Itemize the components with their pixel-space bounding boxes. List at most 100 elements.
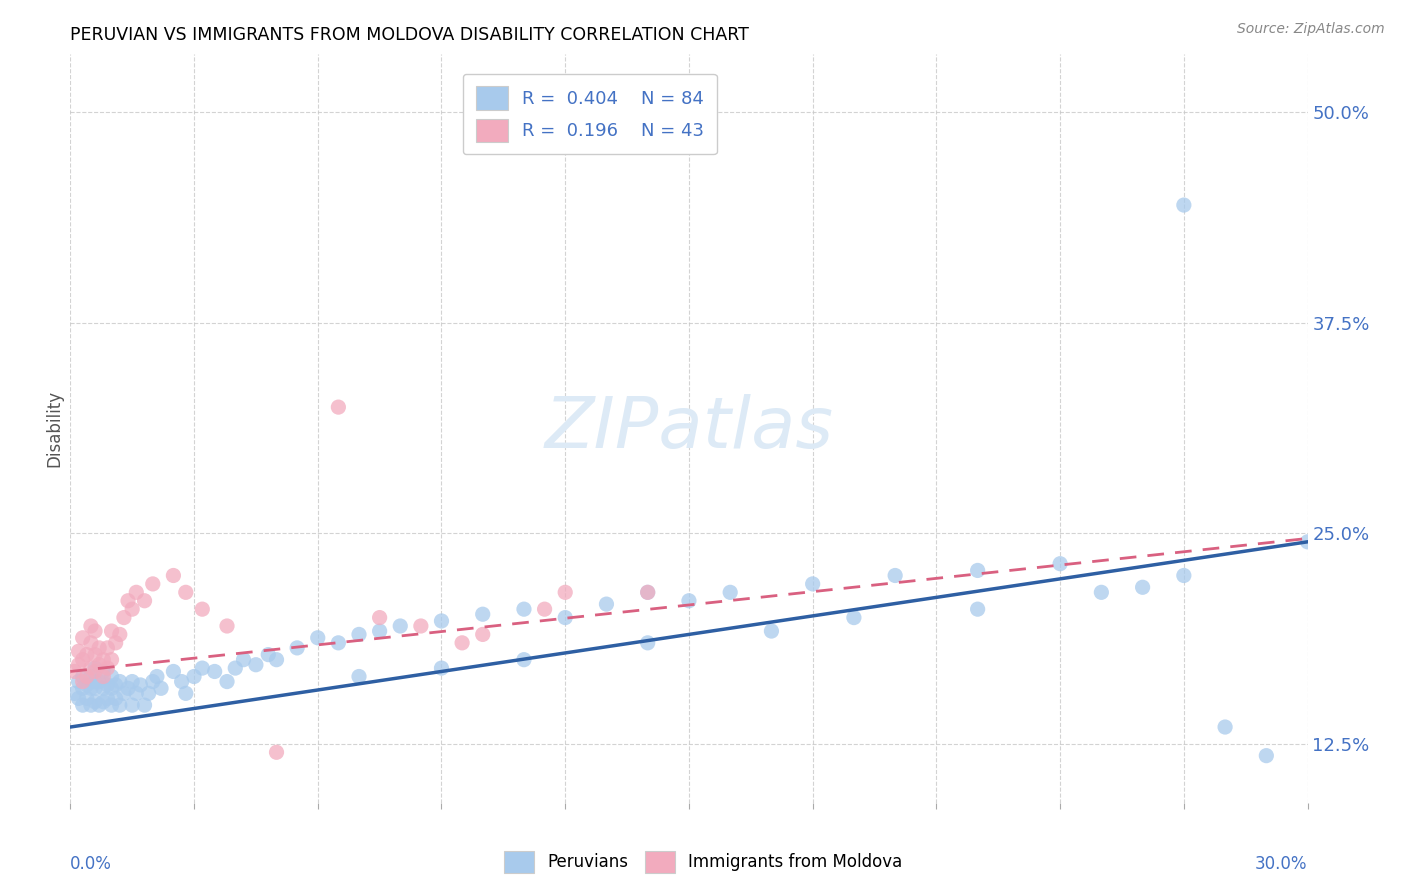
Point [96, 661, 118, 675]
Point [1049, 557, 1071, 571]
Point [108, 627, 131, 641]
Point [368, 610, 391, 624]
Point [1090, 585, 1112, 599]
Point [80, 661, 103, 675]
Point [266, 653, 288, 667]
Point [842, 610, 865, 624]
Point [96, 640, 118, 655]
Point [121, 698, 143, 713]
Point [266, 745, 288, 759]
Point [718, 585, 741, 599]
Point [232, 653, 254, 667]
Point [554, 585, 576, 599]
Point [554, 610, 576, 624]
Point [307, 631, 329, 645]
Point [117, 681, 139, 696]
Point [104, 678, 127, 692]
Point [146, 669, 169, 683]
Point [761, 624, 783, 638]
Point [96, 691, 118, 706]
Point [533, 602, 555, 616]
Point [174, 686, 197, 700]
Point [84, 695, 107, 709]
Text: ZIPatlas: ZIPatlas [544, 393, 834, 463]
Point [100, 624, 122, 638]
Point [215, 619, 238, 633]
Point [76, 691, 98, 706]
Point [67, 691, 90, 706]
Point [966, 564, 988, 578]
Point [637, 585, 659, 599]
Point [91, 665, 114, 679]
Legend: Peruvians, Immigrants from Moldova: Peruvians, Immigrants from Moldova [498, 845, 908, 880]
Point [1132, 580, 1154, 594]
Point [409, 619, 432, 633]
Point [108, 698, 131, 713]
Point [100, 681, 122, 696]
Point [451, 636, 474, 650]
Point [80, 698, 103, 713]
Point [84, 681, 107, 696]
Point [125, 686, 148, 700]
Point [104, 636, 127, 650]
Point [801, 577, 824, 591]
Point [91, 695, 114, 709]
Point [162, 665, 184, 679]
Text: Source: ZipAtlas.com: Source: ZipAtlas.com [1237, 22, 1385, 37]
Point [142, 577, 165, 591]
Point [134, 698, 156, 713]
Point [191, 661, 214, 675]
Point [72, 631, 94, 645]
Point [347, 669, 370, 683]
Point [76, 678, 98, 692]
Point [257, 648, 280, 662]
Point [121, 674, 143, 689]
Point [89, 657, 111, 672]
Point [63, 665, 86, 679]
Point [84, 674, 107, 689]
Point [328, 400, 350, 414]
Point [430, 661, 453, 675]
Point [117, 593, 139, 607]
Text: 0.0%: 0.0% [70, 855, 112, 873]
Point [76, 648, 98, 662]
Point [100, 653, 122, 667]
Legend: R =  0.404    N = 84, R =  0.196    N = 43: R = 0.404 N = 84, R = 0.196 N = 43 [463, 74, 717, 154]
Point [595, 597, 617, 611]
Point [134, 593, 156, 607]
Point [170, 674, 193, 689]
Point [84, 648, 107, 662]
Point [80, 619, 103, 633]
Point [884, 568, 907, 582]
Point [150, 681, 173, 696]
Point [129, 678, 152, 692]
Point [224, 661, 246, 675]
Point [1173, 568, 1195, 582]
Point [513, 653, 536, 667]
Point [89, 698, 111, 713]
Point [215, 674, 238, 689]
Point [142, 674, 165, 689]
Point [245, 657, 267, 672]
Point [138, 686, 160, 700]
Point [285, 640, 308, 655]
Point [162, 568, 184, 582]
Point [72, 674, 94, 689]
Point [966, 602, 988, 616]
Point [91, 669, 114, 683]
Point [1256, 748, 1278, 763]
Y-axis label: Disability: Disability [45, 390, 63, 467]
Point [471, 627, 494, 641]
Point [91, 653, 114, 667]
Point [112, 686, 135, 700]
Point [191, 602, 214, 616]
Point [100, 698, 122, 713]
Point [72, 698, 94, 713]
Point [112, 610, 135, 624]
Point [100, 669, 122, 683]
Text: PERUVIAN VS IMMIGRANTS FROM MOLDOVA DISABILITY CORRELATION CHART: PERUVIAN VS IMMIGRANTS FROM MOLDOVA DISA… [70, 26, 749, 44]
Point [637, 636, 659, 650]
Point [108, 674, 131, 689]
Point [96, 678, 118, 692]
Point [80, 636, 103, 650]
